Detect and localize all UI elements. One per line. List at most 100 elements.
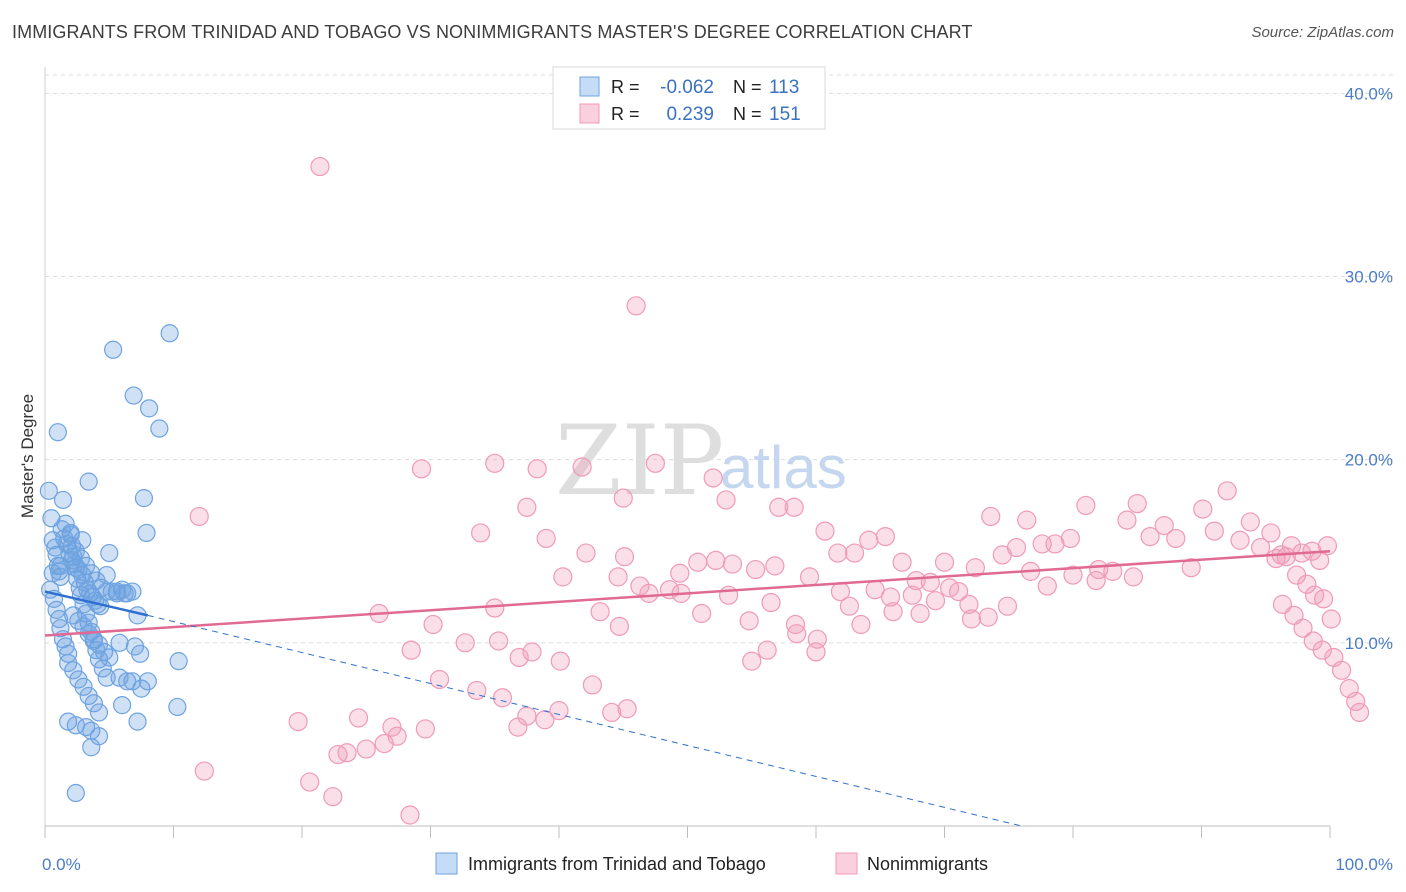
nonimmigrants-point bbox=[902, 585, 922, 605]
nonimmigrants-point bbox=[485, 453, 505, 473]
nonimmigrants-point bbox=[742, 651, 762, 671]
nonimmigrants-point bbox=[300, 772, 320, 792]
nonimmigrants-point bbox=[865, 580, 885, 600]
nonimmigrants-point bbox=[787, 624, 807, 644]
immigrants-point bbox=[112, 696, 132, 715]
nonimmigrants-point bbox=[492, 688, 513, 708]
x-tick-label-min: 0.0% bbox=[42, 855, 81, 874]
nonimmigrants-point bbox=[550, 651, 570, 671]
nonimmigrants-point bbox=[609, 616, 629, 636]
nonimmigrants-point bbox=[961, 609, 982, 629]
immigrants-point bbox=[110, 633, 129, 652]
legend-swatch-immigrants bbox=[579, 76, 600, 97]
nonimmigrants-points bbox=[189, 156, 1370, 825]
source-label: Source: ZipAtlas.com bbox=[1251, 24, 1394, 41]
immigrants-point bbox=[51, 556, 70, 575]
nonimmigrants-point bbox=[415, 719, 435, 739]
nonimmigrants-point bbox=[194, 761, 214, 781]
immigrants-point bbox=[39, 481, 58, 500]
y-tick-label: 10.0% bbox=[1345, 634, 1393, 653]
nonimmigrants-point bbox=[828, 543, 848, 563]
nonimmigrants-point bbox=[839, 596, 860, 616]
nonimmigrants-point bbox=[746, 559, 766, 580]
immigrants-point bbox=[160, 324, 179, 343]
trend-lines bbox=[44, 549, 1331, 827]
legend-n-value-1: 113 bbox=[769, 77, 799, 98]
immigrants-point bbox=[134, 489, 154, 508]
nonimmigrants-point bbox=[1123, 567, 1143, 587]
nonimmigrants-point bbox=[784, 497, 804, 517]
nonimmigrants-point bbox=[892, 552, 912, 572]
y-tick-labels: 10.0% 20.0% 30.0% 40.0% bbox=[1345, 84, 1393, 653]
nonimmigrants-point bbox=[981, 506, 1001, 527]
immigrants-point bbox=[169, 652, 188, 671]
legend-r-value-1: -0.062 bbox=[660, 77, 714, 98]
nonimmigrants-point bbox=[382, 717, 402, 737]
x-tick-label-max: 100.0% bbox=[1335, 855, 1393, 874]
nonimmigrants-point bbox=[978, 607, 998, 627]
immigrants-point bbox=[43, 564, 62, 583]
nonimmigrants-point bbox=[356, 739, 376, 759]
chart-title: IMMIGRANTS FROM TRINIDAD AND TOBAGO VS N… bbox=[12, 22, 973, 42]
immigrants-point bbox=[137, 523, 156, 543]
nonimmigrants-point bbox=[959, 594, 979, 614]
immigrants-point bbox=[97, 668, 116, 687]
nonimmigrants-point bbox=[1060, 528, 1081, 549]
immigrants-point bbox=[139, 399, 159, 418]
nonimmigrants-point bbox=[906, 570, 926, 591]
immigrants-point bbox=[59, 644, 78, 663]
nonimmigrants-point bbox=[1331, 660, 1352, 680]
immigrants-point bbox=[107, 584, 127, 603]
immigrants-trend-line bbox=[44, 590, 149, 617]
legend-swatch-nonimmigrants bbox=[579, 103, 600, 124]
nonimmigrants-point bbox=[1230, 530, 1250, 550]
legend-n-value-2: 151 bbox=[769, 104, 801, 125]
nonimmigrants-point bbox=[925, 591, 946, 611]
nonimmigrants-point bbox=[757, 640, 777, 660]
nonimmigrants-point bbox=[508, 717, 528, 737]
immigrants-point bbox=[124, 386, 143, 405]
immigrants-point bbox=[130, 644, 150, 663]
nonimmigrants-point bbox=[934, 552, 955, 572]
nonimmigrants-point bbox=[910, 603, 930, 624]
nonimmigrants-point bbox=[1312, 640, 1332, 660]
nonimmigrants-point bbox=[401, 640, 421, 660]
nonimmigrants-point bbox=[323, 787, 343, 807]
nonimmigrants-point bbox=[1117, 510, 1137, 530]
nonimmigrants-point bbox=[1076, 495, 1096, 516]
nonimmigrants-point bbox=[719, 585, 739, 605]
y-tick-label: 20.0% bbox=[1345, 451, 1393, 470]
nonimmigrants-point bbox=[614, 547, 635, 567]
nonimmigrants-point bbox=[1063, 565, 1083, 585]
immigrants-point bbox=[150, 419, 169, 438]
nonimmigrants-point bbox=[1240, 512, 1260, 532]
nonimmigrants-point bbox=[522, 642, 542, 662]
nonimmigrants-point bbox=[1017, 510, 1037, 530]
immigrants-point bbox=[74, 677, 93, 696]
series-legend: Immigrants from Trinidad and Tobago Noni… bbox=[435, 852, 988, 875]
legend-r-label-2: R = bbox=[611, 104, 640, 124]
immigrants-point bbox=[95, 642, 114, 662]
nonimmigrants-point bbox=[875, 526, 895, 547]
nonimmigrants-point bbox=[997, 596, 1018, 616]
nonimmigrants-point bbox=[765, 556, 785, 576]
nonimmigrants-point bbox=[1086, 570, 1106, 591]
nonimmigrants-point bbox=[617, 699, 637, 719]
nonimmigrants-point bbox=[590, 602, 610, 622]
nonimmigrants-point bbox=[1006, 537, 1027, 558]
immigrants-point bbox=[50, 609, 69, 629]
immigrants-point bbox=[97, 565, 116, 585]
nonimmigrants-point bbox=[670, 563, 690, 583]
nonimmigrants-point bbox=[1204, 521, 1224, 541]
nonimmigrants-point bbox=[1127, 494, 1147, 514]
legend-swatch-immigrants-bottom bbox=[435, 852, 458, 875]
immigrants-point bbox=[138, 672, 157, 691]
nonimmigrants-point bbox=[1140, 526, 1160, 547]
nonimmigrants-point bbox=[553, 567, 573, 587]
nonimmigrants-point bbox=[423, 614, 443, 635]
legend-n-label-1: N = bbox=[733, 77, 762, 97]
nonimmigrants-point bbox=[572, 457, 592, 477]
nonimmigrants-point bbox=[387, 726, 407, 746]
nonimmigrants-point bbox=[1166, 528, 1186, 549]
